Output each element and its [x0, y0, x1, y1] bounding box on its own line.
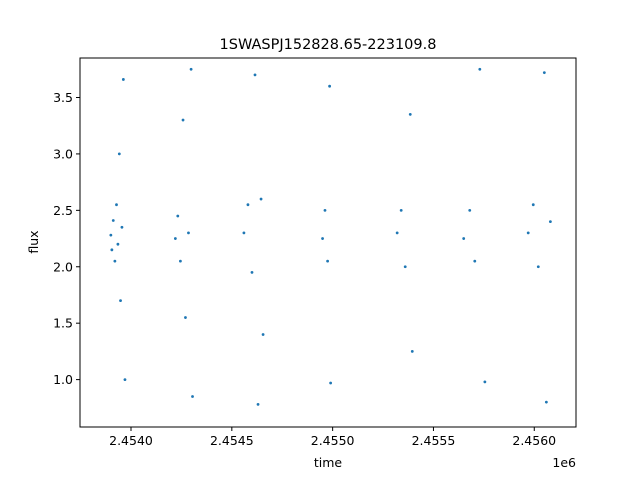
- data-point-0-21: [250, 271, 254, 274]
- chart-title: 1SWASPJ152828.65-223109.8: [220, 37, 437, 53]
- x-tick-label: 2.4555: [412, 433, 456, 448]
- data-point-0-34: [408, 113, 412, 116]
- data-point-0-2: [111, 219, 115, 222]
- data-point-0-6: [117, 152, 121, 156]
- data-point-0-30: [329, 381, 333, 385]
- data-point-0-43: [536, 265, 540, 269]
- y-axis-label: flux: [26, 230, 41, 253]
- data-point-0-45: [544, 400, 548, 404]
- data-point-0-42: [531, 203, 535, 207]
- scatter-points: [109, 67, 552, 406]
- y-tick-label: 2.5: [53, 203, 73, 218]
- y-tick-label: 3.5: [53, 90, 73, 105]
- data-point-0-33: [403, 265, 407, 269]
- y-tick-label: 3.0: [53, 146, 73, 161]
- data-point-0-40: [483, 380, 487, 384]
- data-point-0-25: [261, 333, 265, 336]
- data-point-0-12: [176, 214, 180, 218]
- data-point-0-39: [478, 67, 482, 71]
- data-point-0-10: [123, 378, 127, 382]
- x-tick-label: 2.4540: [109, 433, 153, 448]
- data-point-0-36: [462, 237, 466, 240]
- axes-frame: [79, 57, 577, 428]
- x-tick-label: 2.4560: [512, 433, 556, 448]
- x-axis-label: time: [314, 455, 343, 470]
- data-point-0-16: [187, 231, 190, 235]
- x-tick-label: 2.4550: [311, 433, 355, 448]
- data-point-0-11: [173, 237, 177, 240]
- data-point-0-23: [256, 403, 260, 406]
- data-point-0-0: [109, 233, 113, 237]
- data-point-0-3: [113, 259, 117, 263]
- data-point-0-4: [115, 203, 118, 207]
- x-tick-label: 2.4545: [210, 433, 254, 448]
- data-point-0-28: [326, 259, 329, 263]
- data-point-0-37: [468, 208, 472, 212]
- y-tick-label: 1.5: [53, 316, 73, 331]
- x-axis: 2.4540 2.4545 2.4550 2.4555 2.4560: [109, 427, 556, 448]
- data-point-0-46: [548, 220, 552, 224]
- data-point-0-7: [119, 299, 122, 303]
- y-tick-label: 2.0: [53, 259, 73, 274]
- x-axis-offset-label: 1e6: [552, 455, 576, 470]
- data-point-0-19: [242, 231, 246, 235]
- data-point-0-44: [542, 71, 546, 75]
- y-tick-label: 1.0: [53, 372, 73, 387]
- data-point-0-20: [246, 203, 250, 207]
- data-point-0-8: [120, 225, 124, 229]
- data-point-0-41: [526, 231, 530, 235]
- data-point-0-38: [473, 259, 477, 263]
- data-point-0-26: [321, 237, 324, 240]
- data-point-0-1: [110, 248, 114, 252]
- data-point-0-32: [399, 208, 403, 212]
- data-point-0-22: [253, 73, 257, 77]
- data-point-0-9: [121, 78, 125, 81]
- data-point-0-24: [259, 197, 263, 201]
- y-axis: 1.0 1.5 2.0 2.5 3.0 3.5: [53, 90, 80, 387]
- data-point-0-27: [323, 208, 327, 212]
- data-point-0-18: [191, 395, 194, 398]
- data-point-0-31: [395, 231, 399, 235]
- data-point-0-14: [181, 118, 185, 122]
- data-point-0-13: [179, 259, 182, 263]
- data-point-0-35: [410, 349, 414, 353]
- data-point-0-29: [328, 84, 332, 88]
- data-point-0-17: [189, 67, 193, 71]
- data-point-0-15: [184, 316, 187, 319]
- data-point-0-5: [116, 242, 120, 246]
